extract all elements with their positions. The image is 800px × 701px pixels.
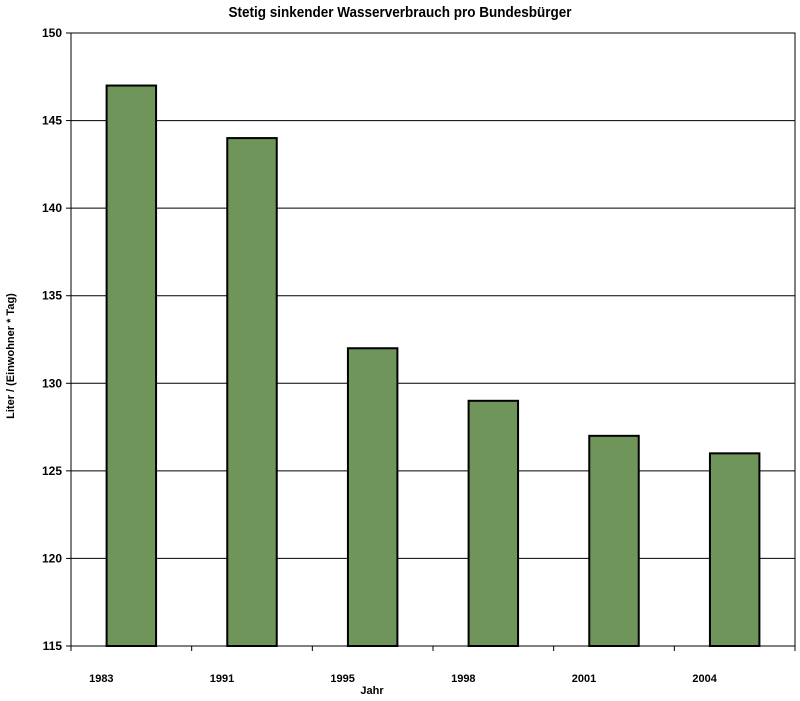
bar-1995 (346, 347, 399, 647)
x-tick-label: 2001 (572, 673, 596, 685)
y-tick-label: 135 (42, 289, 62, 303)
x-axis-label: Jahr (360, 685, 384, 697)
chart-title: Stetig sinkender Wasserverbrauch pro Bun… (228, 4, 572, 21)
bar-1991 (226, 137, 278, 647)
x-tick-label: 1995 (330, 673, 354, 685)
bar-2004 (708, 452, 761, 648)
y-tick-label: 145 (42, 114, 62, 128)
x-tick-label: 1983 (89, 673, 113, 685)
y-tick-label: 140 (42, 201, 62, 215)
bar-1983 (105, 84, 158, 648)
x-tick-label: 1998 (451, 673, 475, 685)
bar-1998 (467, 399, 520, 647)
bar-2001 (588, 434, 640, 648)
y-tick-label: 120 (42, 551, 62, 565)
y-tick-label: 115 (43, 639, 63, 653)
plot-frame (70, 32, 796, 647)
y-tick-label: 125 (42, 464, 62, 478)
x-tick-label: 2004 (692, 673, 717, 685)
y-tick-label: 130 (42, 376, 62, 390)
x-tick-label: 1991 (210, 673, 234, 685)
y-tick-label: 150 (42, 26, 62, 40)
